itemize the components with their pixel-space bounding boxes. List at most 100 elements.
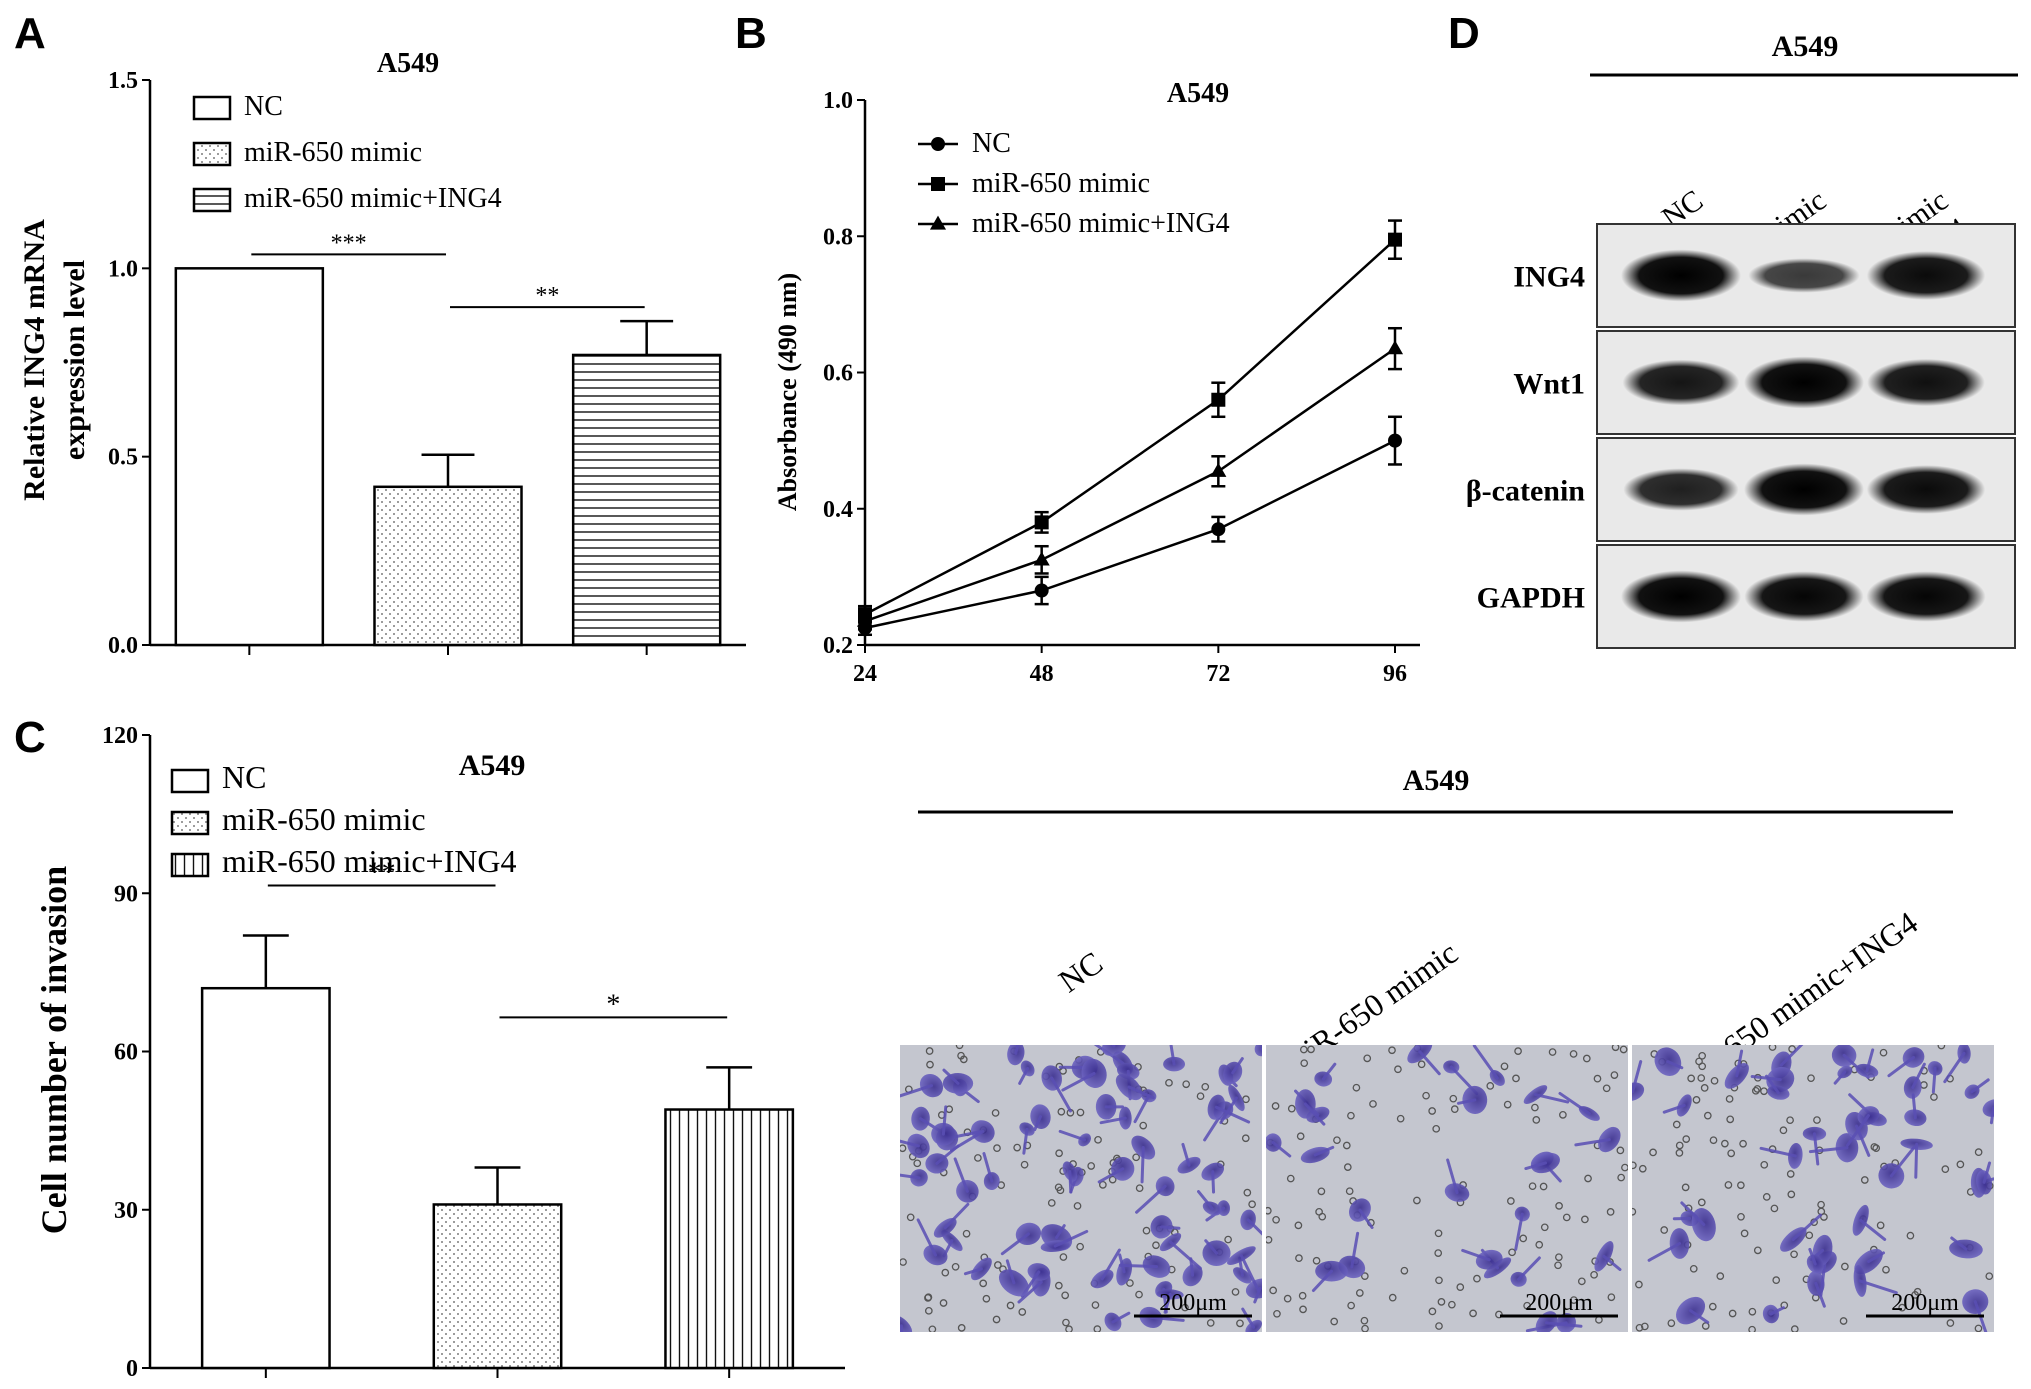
cell-process [1204,1239,1219,1255]
panel-c-bar-chart: A549 Cell number of invasion 0306090120 … [34,723,845,1382]
membrane-pore [991,1109,1000,1117]
marker-square [1034,515,1049,530]
significance-label: * [606,989,620,1020]
membrane-pore [924,1294,932,1302]
membrane-pore [1135,1290,1143,1299]
membrane-pore [1139,1121,1148,1130]
cell-process [1859,1218,1887,1241]
membrane-pore [913,1159,922,1168]
x-tick-label: 48 [1030,661,1054,687]
cell-process [1446,1158,1459,1195]
membrane-pore [955,1045,964,1050]
membrane-pore [1126,1279,1134,1287]
cell-process [1680,1201,1706,1227]
membrane-pore [1672,1120,1681,1129]
membrane-pore [1941,1165,1950,1173]
cell-process [1058,1129,1087,1142]
cell-process [1461,1248,1491,1262]
membrane-pore [1307,1045,1315,1054]
membrane-pore [1152,1241,1160,1250]
cell-process [1214,1105,1251,1124]
cell-process [900,1084,934,1098]
cell-process [1791,1213,1823,1241]
membrane-pore [1076,1242,1084,1251]
cell-process [1189,1257,1195,1277]
cell-process [1514,1212,1524,1251]
membrane-pore [1469,1309,1477,1318]
membrane-pore [1437,1298,1446,1306]
legend-label: miR-650 mimic [222,801,426,837]
y-tick-label: 0.5 [108,445,138,471]
cell-process [1000,1232,1030,1256]
membrane-pore [1345,1187,1354,1196]
cell-process [1759,1146,1797,1158]
membrane-pore [1876,1221,1885,1230]
membrane-pore [1807,1074,1815,1083]
membrane-pore [1559,1111,1567,1119]
membrane-pore [1093,1325,1102,1332]
membrane-pore [1206,1319,1215,1327]
scale-bar-label: 200μm [1159,1290,1227,1316]
membrane-pore [1582,1054,1591,1063]
cell-process [1517,1256,1541,1281]
membrane-pore [1286,1174,1295,1183]
membrane-pore [1879,1048,1888,1057]
membrane-pore [1770,1204,1779,1213]
membrane-pore [1737,1212,1745,1221]
legend-label: miR-650 mimic+ING4 [222,843,516,879]
cell-process [1168,1240,1202,1270]
micrograph-0: 200μm [900,1045,1262,1332]
membrane-pore [951,1262,960,1271]
membrane-pore [1287,1104,1296,1113]
membrane-pore [1528,1182,1537,1191]
membrane-pore [1700,1084,1709,1092]
membrane-pore [1062,1318,1070,1327]
membrane-pore [1512,1074,1520,1083]
panel-label-b: B [735,9,767,58]
micrograph-2: 200μm [1632,1045,1994,1332]
cell-process [1169,1045,1176,1066]
cell-process [1911,1062,1926,1089]
cell-process [1989,1106,1994,1125]
membrane-pore [1269,1286,1277,1295]
cell-process [1779,1045,1804,1067]
blot-band [1867,358,1985,407]
y-tick-label: 1.0 [108,256,138,282]
y-tick-label: 0.2 [823,633,853,659]
membrane-pore [1790,1325,1799,1332]
membrane-pore [1432,1124,1441,1133]
cell-process [1181,1142,1191,1167]
marker-square [1388,232,1402,247]
membrane-pore [1632,1161,1637,1170]
cell-process [1246,1218,1262,1236]
membrane-pore [1937,1045,1946,1050]
membrane-pore [994,1261,1002,1269]
cell-process [949,1130,985,1152]
membrane-pore [1692,1096,1701,1104]
membrane-pore [1635,1280,1643,1289]
membrane-pore [1503,1100,1512,1109]
membrane-pore [1753,1246,1762,1255]
membrane-pore [1165,1078,1173,1087]
membrane-pore [1610,1071,1619,1079]
cell-process [1211,1170,1216,1194]
cell-process [1241,1307,1256,1329]
cell-process [916,1218,937,1257]
membrane-pore [1635,1323,1644,1332]
cell-process [1100,1248,1121,1281]
membrane-pore [1435,1276,1443,1285]
blot-band [1866,571,1986,622]
membrane-pore [1721,1139,1729,1148]
membrane-pore [1748,1325,1756,1332]
membrane-pore [1616,1146,1625,1155]
cell-process [1127,1085,1155,1100]
membrane-pore [1724,1181,1733,1189]
protein-label: ING4 [1513,261,1585,294]
cell-process [1018,1066,1030,1085]
y-tick-label: 1.5 [108,68,138,94]
x-tick-label: 96 [1383,661,1407,687]
cell-process [1833,1070,1847,1085]
membrane-pore [1047,1199,1056,1207]
membrane-pore [1422,1091,1430,1100]
membrane-pore [1640,1322,1649,1331]
